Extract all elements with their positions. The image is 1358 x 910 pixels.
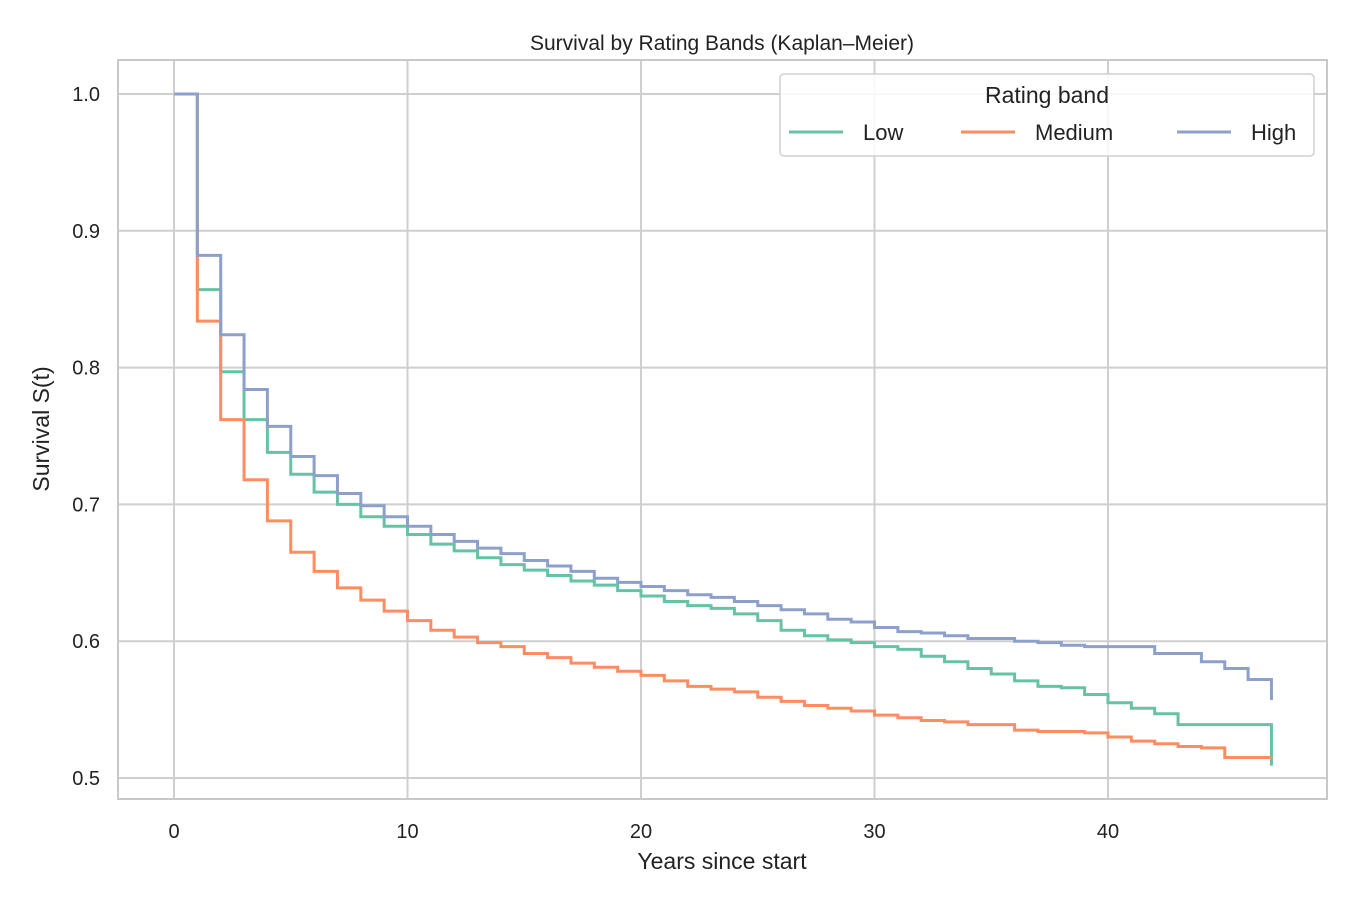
tick-labels: 0 10 20 30 40 0.5 0.6 0.7 0.8 0.9 1.0 (72, 84, 1119, 843)
x-tick-label: 40 (1097, 821, 1119, 843)
y-tick-label: 0.7 (72, 494, 100, 516)
y-tick-label: 0.5 (72, 768, 100, 790)
grid (118, 60, 1327, 799)
chart-title: Survival by Rating Bands (Kaplan–Meier) (530, 32, 914, 55)
y-axis-label: Survival S(t) (28, 366, 54, 491)
series-line-high (174, 92, 1273, 701)
legend-label-medium: Medium (1035, 120, 1113, 145)
plot-frame (117, 59, 1328, 800)
legend: Rating band Low Medium High (779, 73, 1315, 157)
y-tick-label: 0.9 (72, 221, 100, 243)
y-tick-label: 0.6 (72, 631, 100, 653)
x-tick-label: 20 (630, 821, 652, 843)
legend-label-low: Low (863, 120, 903, 145)
x-axis-label: Years since start (637, 848, 807, 874)
legend-box (779, 73, 1315, 157)
legend-title: Rating band (985, 82, 1109, 108)
x-tick-label: 10 (396, 821, 418, 843)
legend-label-high: High (1251, 120, 1296, 145)
x-tick-label: 30 (863, 821, 885, 843)
x-tick-label: 0 (168, 821, 179, 843)
series-group (174, 92, 1273, 766)
series-line-low (174, 92, 1273, 766)
y-tick-label: 0.8 (72, 358, 100, 380)
y-tick-label: 1.0 (72, 84, 100, 106)
series-line-medium (174, 92, 1272, 759)
